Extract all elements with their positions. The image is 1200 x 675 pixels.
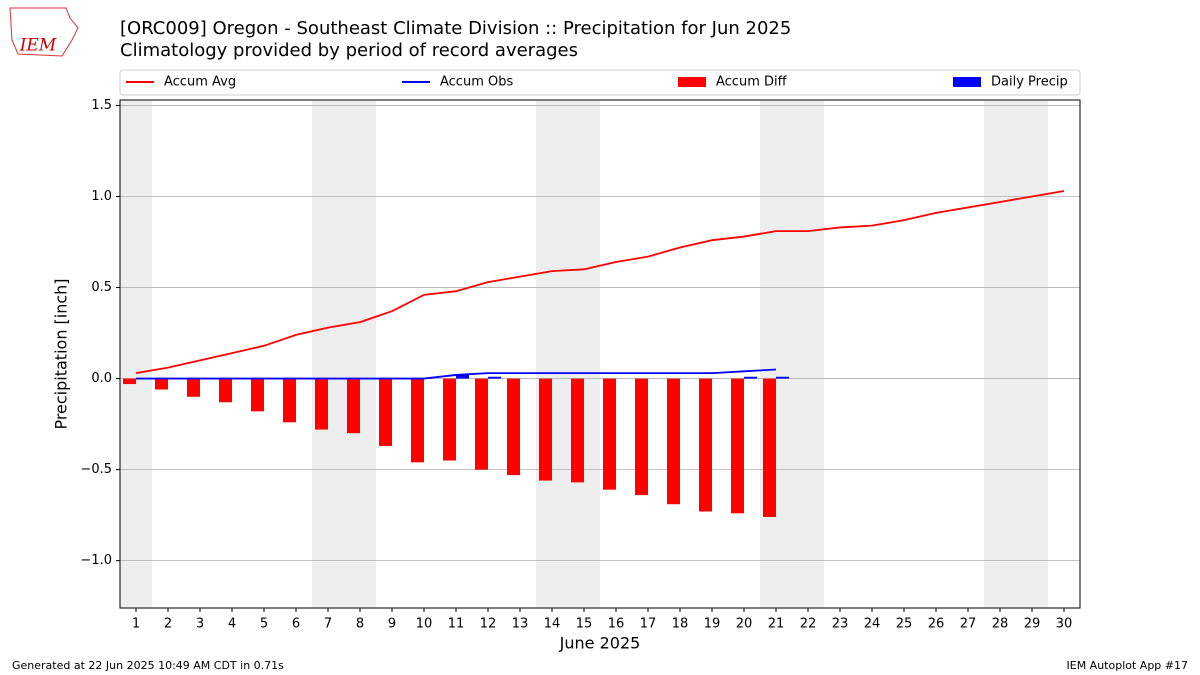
bar (155, 378, 168, 390)
bar (123, 378, 136, 385)
line (136, 368, 777, 380)
x-axis-label: June 2025 (559, 634, 641, 653)
x-tick-label: 27 (960, 617, 977, 632)
bar (411, 378, 424, 463)
legend-label: Accum Diff (716, 75, 788, 90)
x-tick-label: 24 (864, 617, 881, 632)
x-tick-label: 16 (608, 617, 625, 632)
x-tick-label: 12 (480, 617, 497, 632)
footer-right: IEM Autoplot App #17 (1067, 659, 1189, 672)
bar (507, 378, 520, 476)
weekend-shade (760, 100, 792, 608)
line (135, 190, 1065, 375)
bar (488, 376, 501, 379)
weekend-shade (536, 100, 568, 608)
bar (251, 378, 264, 412)
bar (187, 378, 200, 397)
bar (283, 378, 296, 423)
x-tick-label: 2 (164, 617, 172, 632)
bar (667, 378, 680, 505)
weekend-shade (568, 100, 600, 608)
bar (539, 378, 552, 481)
legend-swatch (953, 77, 981, 87)
x-tick-label: 7 (324, 617, 332, 632)
weekend-shade (344, 100, 376, 608)
bar (347, 378, 360, 434)
footer-left: Generated at 22 Jun 2025 10:49 AM CDT in… (12, 659, 284, 672)
weekend-shade (792, 100, 824, 608)
legend-label: Accum Avg (164, 75, 236, 90)
x-tick-label: 26 (928, 617, 945, 632)
bar (443, 378, 456, 461)
x-tick-label: 28 (992, 617, 1009, 632)
x-tick-label: 1 (132, 617, 140, 632)
weekend-shade (984, 100, 1016, 608)
bar (379, 378, 392, 446)
logo-outline (9, 7, 79, 57)
weekend-shade (1016, 100, 1048, 608)
y-tick-label: 0.0 (91, 371, 112, 386)
bar (699, 378, 712, 512)
x-tick-label: 23 (832, 617, 849, 632)
x-tick-label: 13 (512, 617, 529, 632)
y-tick-label: 0.5 (91, 280, 112, 295)
bar (456, 374, 469, 379)
logo-text: IEM (19, 36, 57, 56)
bar (731, 378, 744, 514)
y-axis-label: Precipitation [inch] (52, 278, 71, 429)
x-tick-label: 3 (196, 617, 204, 632)
x-tick-label: 11 (448, 617, 465, 632)
y-tick-label: −0.5 (80, 462, 112, 477)
x-tick-label: 18 (672, 617, 689, 632)
x-tick-label: 25 (896, 617, 913, 632)
logo: IEM (9, 7, 79, 57)
x-tick-label: 14 (544, 617, 561, 632)
x-tick-label: 15 (576, 617, 593, 632)
bar (763, 378, 776, 517)
bar (475, 378, 488, 470)
chart-subtitle: Climatology provided by period of record… (120, 40, 578, 61)
x-tick-label: 10 (416, 617, 433, 632)
x-tick-label: 22 (800, 617, 817, 632)
weekend-shade (120, 100, 152, 608)
x-tick-label: 5 (260, 617, 268, 632)
legend-swatch (678, 77, 706, 87)
bar (571, 378, 584, 483)
bar (744, 376, 757, 379)
y-tick-label: −1.0 (80, 553, 112, 568)
y-tick-label: 1.5 (91, 98, 112, 113)
x-tick-label: 21 (768, 617, 785, 632)
x-tick-label: 17 (640, 617, 657, 632)
x-tick-label: 9 (388, 617, 396, 632)
bar (776, 376, 789, 379)
legend-label: Daily Precip (991, 75, 1068, 90)
chart-title: [ORC009] Oregon - Southeast Climate Divi… (120, 18, 791, 39)
x-tick-label: 20 (736, 617, 753, 632)
x-tick-label: 8 (356, 617, 364, 632)
y-tick-label: 1.0 (91, 189, 112, 204)
x-tick-label: 4 (228, 617, 236, 632)
x-tick-label: 19 (704, 617, 721, 632)
x-tick-label: 29 (1024, 617, 1041, 632)
legend-label: Accum Obs (440, 75, 513, 90)
x-tick-label: 6 (292, 617, 300, 632)
bar (315, 378, 328, 430)
bar (603, 378, 616, 490)
bar (635, 378, 648, 496)
plot-frame (119, 99, 1081, 609)
weekend-shade (312, 100, 344, 608)
bar (219, 378, 232, 403)
x-tick-label: 30 (1056, 617, 1073, 632)
legend (119, 69, 1081, 96)
